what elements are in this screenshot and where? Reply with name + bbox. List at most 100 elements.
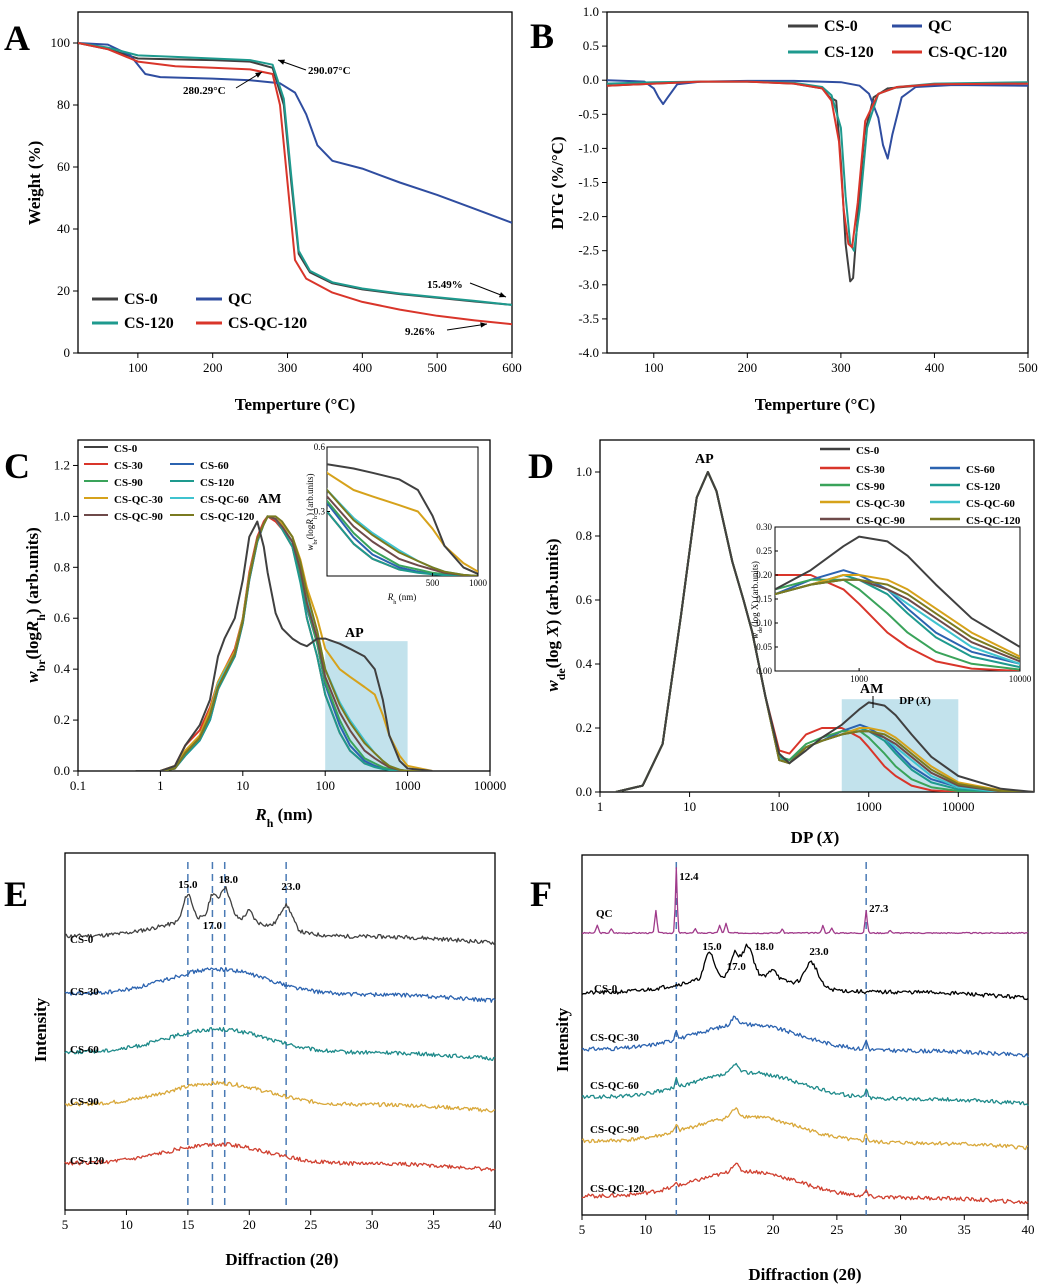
e-xrd-cs-0 [64, 886, 496, 945]
a-y-tick-label: 40 [57, 221, 70, 236]
f-peak-label-12-4: 12.4 [679, 871, 699, 883]
c-legend-label: CS-QC-120 [200, 511, 255, 523]
e-series-label-cs-60: CS-60 [70, 1044, 99, 1056]
c-x-tick-label: 0.1 [70, 778, 86, 793]
e-x-tick-label: 10 [120, 1217, 133, 1232]
d-inset-series-inset-cs-30 [775, 574, 1020, 671]
f-x-tick-label: 5 [579, 1222, 586, 1237]
f-xrd-cs-qc-90 [581, 1107, 1029, 1151]
f-xrd-qc [581, 867, 1029, 935]
c-y-axis-title: wbr(logRh) (arb.units) [23, 527, 48, 683]
c-x-tick-label: 1 [157, 778, 164, 793]
a-annotation-onset-cs: 280.29°C [183, 85, 226, 97]
b-y-tick-label: -2.5 [578, 243, 599, 258]
b-plot-frame [606, 11, 1029, 354]
b-x-axis-title: Temperture (°C) [755, 395, 876, 414]
d-legend-label: CS-QC-60 [966, 498, 1015, 510]
b-x-tick-label: 100 [644, 360, 664, 375]
d-annotation-ap: AP [695, 452, 714, 467]
d-y-tick-label: 0.0 [576, 784, 592, 799]
c-legend-label: CS-QC-30 [114, 494, 163, 506]
f-peak-label-23: 23.0 [809, 946, 829, 958]
panel-letter-c: C [4, 446, 30, 486]
a-arrow-head [499, 292, 506, 298]
d-legend-label: CS-30 [856, 464, 885, 476]
a-arrow-head [278, 59, 285, 65]
e-peak-label-15: 15.0 [178, 879, 198, 891]
b-series-qc [607, 79, 1028, 160]
e-peak-label-17: 17.0 [203, 920, 223, 932]
panel-e-xrd-chart: 5 10 15 20 25 30 35 40 Diffraction (2θ) Intensity… [31, 852, 502, 1269]
e-x-tick-label: 35 [427, 1217, 440, 1232]
e-x-tick-label: 15 [181, 1217, 194, 1232]
e-x-tick-label: 30 [366, 1217, 379, 1232]
d-inset-x-tick-label: 10000 [1009, 674, 1032, 684]
d-inset-y-tick-label: 0.25 [756, 546, 772, 556]
c-legend-label: CS-30 [114, 460, 143, 472]
b-y-tick-label: 0.5 [583, 38, 599, 53]
d-inset-y-tick-label: 0.05 [756, 642, 772, 652]
panel-f-xrd-chart: 5 10 15 20 25 30 35 40 Diffraction (2θ) Intensity… [553, 854, 1035, 1284]
c-legend-label: CS-0 [114, 443, 138, 455]
d-legend-label: CS-0 [856, 445, 880, 457]
d-inset-series-inset-cs-qc-120 [775, 578, 1020, 661]
d-inset-y-tick-label: 0.30 [756, 522, 772, 532]
f-plot-frame [581, 854, 1029, 1216]
e-series-label-cs-90: CS-90 [70, 1096, 99, 1108]
e-y-axis-title: Intensity [31, 997, 50, 1062]
d-inset-y-tick-label: 0.15 [756, 594, 772, 604]
a-arrow-head [255, 72, 262, 78]
c-legend-label: CS-60 [200, 460, 229, 472]
a-y-tick-label: 80 [57, 97, 70, 112]
b-y-tick-label: 1.0 [583, 4, 599, 19]
a-x-tick-label: 300 [278, 360, 298, 375]
e-xrd-cs-90 [64, 1080, 496, 1113]
d-x-tick-label: 1 [597, 799, 604, 814]
b-y-axis-title: DTG (%/°C) [548, 136, 567, 229]
c-inset-x-tick-label: 1000 [469, 578, 488, 588]
b-legend-label: CS-QC-120 [928, 44, 1007, 61]
d-legend-label: CS-90 [856, 481, 885, 493]
panel-letter-b: B [530, 16, 554, 56]
a-y-tick-label: 20 [57, 283, 70, 298]
f-series-label-cs-qc-120: CS-QC-120 [590, 1183, 645, 1195]
e-series-label-cs-120: CS-120 [70, 1155, 105, 1167]
b-x-tick-label: 500 [1018, 360, 1038, 375]
a-series-cs-120 [78, 42, 512, 306]
e-series-label-cs-0: CS-0 [70, 934, 94, 946]
f-xrd-cs-qc-30 [581, 1015, 1029, 1058]
f-x-tick-label: 40 [1022, 1222, 1035, 1237]
f-peak-label-17: 17.0 [727, 961, 747, 973]
panel-c-rh-distribution-chart: 0.1 1 10 100 1000 10000 0.0 0.2 0.4 0.6 0.8 1.0 1.2 R… [23, 439, 506, 830]
c-inset-series-inset-cs-120 [327, 509, 478, 576]
a-legend-label: CS-120 [124, 315, 174, 332]
a-x-tick-label: 100 [128, 360, 148, 375]
b-x-tick-label: 400 [925, 360, 945, 375]
c-inset-y-tick-label: 0.3 [314, 507, 326, 517]
d-y-tick-label: 0.4 [576, 656, 593, 671]
b-legend-label: CS-120 [824, 44, 874, 61]
d-annotation-dp: DP (X) [899, 695, 931, 707]
c-annotation-am: AM [258, 492, 281, 507]
a-y-tick-label: 0 [64, 345, 71, 360]
c-plot-frame [77, 439, 491, 772]
a-series-cs-qc-120 [78, 42, 512, 326]
panel-letter-e: E [4, 874, 28, 914]
d-inset-y-tick-label: 0.10 [756, 618, 772, 628]
panel-a-tga-chart: 100 200 300 400 500 600 0 20 40 60 80 100 Temperture… [25, 11, 522, 414]
c-inset-series-inset-cs-0 [327, 463, 478, 575]
f-series-label-qc: QC [596, 908, 613, 920]
f-peak-label-18: 18.0 [755, 941, 775, 953]
f-x-tick-label: 35 [958, 1222, 971, 1237]
e-peak-label-18: 18.0 [219, 874, 239, 886]
e-xrd-cs-30 [64, 966, 496, 1003]
a-annotation-onset-qc: 290.07°C [308, 65, 351, 77]
a-plot-frame [77, 11, 513, 354]
b-y-tick-label: -3.5 [578, 311, 599, 326]
f-x-tick-label: 25 [830, 1222, 843, 1237]
panel-b-dtg-chart: 100 200 300 400 500 -4.0 -3.5 -3.0 -2.5 -2.0 -1.5 -… [548, 4, 1038, 414]
d-x-tick-label: 100 [769, 799, 789, 814]
d-inset-y-title: wde(log X) (arb.units) [750, 561, 764, 639]
d-legend-label: CS-QC-120 [966, 515, 1021, 527]
c-inset-x-title: Rh (nm) [387, 592, 416, 606]
